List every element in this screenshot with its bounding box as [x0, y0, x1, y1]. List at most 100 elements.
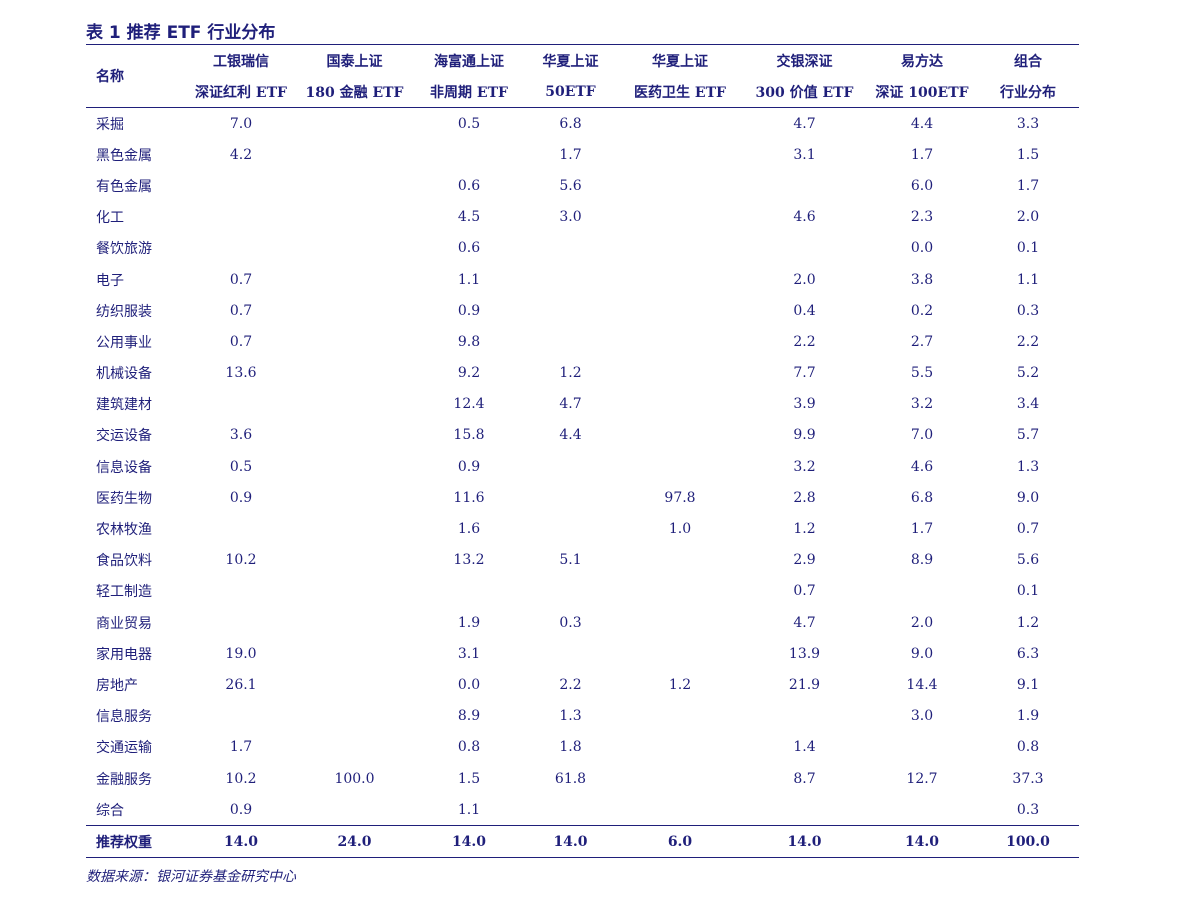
- industry-name: 电子: [96, 272, 124, 289]
- weight-cell: 1.1: [457, 271, 481, 288]
- weight-cell: [294, 794, 415, 826]
- weight-cell: 1.3: [1016, 458, 1040, 475]
- weight-cell: [618, 607, 742, 638]
- column-header-line2: 深证 100ETF: [875, 84, 969, 101]
- weight-cell: 4.5: [457, 209, 481, 226]
- weight-cell: 11.6: [453, 489, 485, 506]
- weight-cell: 1.9: [457, 614, 481, 631]
- table-title: 表 1 推荐 ETF 行业分布: [86, 23, 276, 43]
- weight-cell: [523, 513, 618, 544]
- weight-cell: [294, 545, 415, 576]
- weight-cell: 4.4: [910, 115, 934, 132]
- weight-cell: 2.2: [793, 333, 816, 350]
- weight-cell: [867, 576, 977, 607]
- weight-cell: 7.0: [229, 115, 253, 132]
- weight-cell: [188, 513, 294, 544]
- weight-cell: 0.0: [457, 676, 481, 693]
- header-row-1: 名称 工银瑞信 国泰上证 海富通上证 华夏上证 华夏上证 交银深证 易方达 组合: [86, 45, 1079, 86]
- weight-cell: [618, 139, 742, 170]
- weight-cell: 2.2: [1016, 333, 1040, 350]
- weight-cell: 3.2: [910, 396, 934, 413]
- weight-cell: 1.1: [457, 801, 481, 818]
- table-footer: 推荐权重 14.0 24.0 14.0 14.0 6.0 14.0 14.0 100.0: [86, 825, 1079, 858]
- weight-cell: [618, 170, 742, 201]
- weight-cell: 4.7: [793, 614, 816, 631]
- weight-cell: 3.0: [910, 708, 934, 725]
- table-row: 电子 0.7 1.1 2.0 3.8 1.1: [86, 264, 1079, 295]
- table-row: 农林牧渔 1.6 1.0 1.2 1.7 0.7: [86, 513, 1079, 544]
- footer-weight-cell: 14.0: [223, 833, 259, 850]
- weight-cell: 6.0: [910, 177, 934, 194]
- industry-name: 化工: [96, 210, 124, 227]
- weight-cell: 2.0: [1016, 209, 1040, 226]
- weight-cell: 3.1: [793, 146, 816, 163]
- weight-cell: 0.7: [793, 583, 816, 600]
- weight-cell: [294, 139, 415, 170]
- weight-cell: 0.7: [229, 302, 253, 319]
- weight-cell: 0.9: [229, 489, 253, 506]
- weight-cell: 0.7: [229, 333, 253, 350]
- weight-cell: 100.0: [334, 770, 375, 787]
- weight-cell: 0.3: [1016, 801, 1040, 818]
- etf-industry-table: 名称 工银瑞信 国泰上证 海富通上证 华夏上证 华夏上证 交银深证 易方达 组合 深证红利 E…: [86, 44, 1079, 858]
- industry-name: 金融服务: [96, 771, 152, 788]
- weight-cell: 13.2: [453, 552, 485, 569]
- weight-cell: 4.6: [793, 209, 816, 226]
- weight-cell: [742, 794, 867, 826]
- weight-cell: [618, 295, 742, 326]
- weight-cell: [188, 202, 294, 233]
- weight-cell: [415, 139, 523, 170]
- industry-name: 房地产: [96, 677, 138, 694]
- weight-cell: 1.2: [1016, 614, 1040, 631]
- weight-cell: [188, 233, 294, 264]
- weight-cell: 0.5: [229, 458, 253, 475]
- weight-cell: 4.6: [910, 458, 934, 475]
- weight-cell: [523, 295, 618, 326]
- weight-cell: 3.0: [559, 209, 582, 226]
- table-row: 餐饮旅游 0.6 0.0 0.1: [86, 233, 1079, 264]
- weight-cell: 0.0: [910, 240, 934, 257]
- footer-weight-cell: 14.0: [904, 833, 940, 850]
- weight-cell: [618, 451, 742, 482]
- weight-cell: 0.2: [910, 302, 934, 319]
- industry-name: 食品饮料: [96, 553, 152, 570]
- weight-cell: 2.0: [910, 614, 934, 631]
- weight-cell: 37.3: [1012, 770, 1044, 787]
- weight-cell: 5.6: [1016, 552, 1040, 569]
- weight-cell: 14.4: [906, 676, 938, 693]
- industry-name: 轻工制造: [96, 584, 152, 601]
- weight-cell: [294, 108, 415, 140]
- weight-cell: 12.7: [906, 770, 938, 787]
- weight-cell: [618, 638, 742, 669]
- weight-cell: [294, 170, 415, 201]
- column-header-line1: 交银深证: [776, 53, 833, 70]
- weight-cell: 5.1: [559, 552, 582, 569]
- weight-cell: 3.1: [457, 645, 481, 662]
- table-row: 房地产 26.1 0.0 2.2 1.2 21.9 14.4 9.1: [86, 669, 1079, 700]
- weight-cell: 1.2: [559, 365, 582, 382]
- weight-cell: [188, 701, 294, 732]
- weight-cell: [523, 638, 618, 669]
- industry-name: 家用电器: [96, 646, 152, 663]
- weight-cell: 4.7: [559, 396, 582, 413]
- weight-cell: 0.5: [457, 115, 481, 132]
- column-header-line2: 行业分布: [1000, 84, 1056, 101]
- weight-cell: [294, 233, 415, 264]
- table-row: 综合 0.9 1.1 0.3: [86, 794, 1079, 826]
- weight-cell: 4.7: [793, 115, 816, 132]
- weight-cell: [294, 607, 415, 638]
- header-row-2: 深证红利 ETF 180 金融 ETF 非周期 ETF 50ETF 医药卫生 ETF 30…: [86, 76, 1079, 108]
- weight-cell: 1.7: [910, 521, 934, 538]
- weight-cell: 7.0: [910, 427, 934, 444]
- table-row: 交通运输 1.7 0.8 1.8 1.4 0.8: [86, 732, 1079, 763]
- weight-cell: 1.6: [457, 521, 481, 538]
- weight-cell: 1.7: [229, 739, 253, 756]
- table-row: 信息设备 0.5 0.9 3.2 4.6 1.3: [86, 451, 1079, 482]
- table-row: 商业贸易 1.9 0.3 4.7 2.0 1.2: [86, 607, 1079, 638]
- weight-cell: [618, 264, 742, 295]
- weight-cell: 8.7: [793, 770, 816, 787]
- weight-cell: [294, 420, 415, 451]
- weight-cell: 15.8: [453, 427, 485, 444]
- column-header-line1: 易方达: [901, 53, 943, 70]
- industry-name: 信息服务: [96, 709, 152, 726]
